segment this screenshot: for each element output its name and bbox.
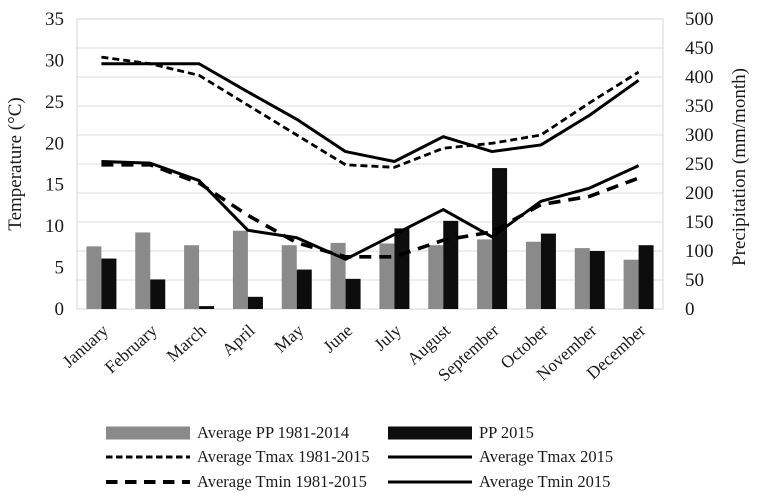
bar: [589, 251, 605, 309]
left-tick-label: 15: [45, 175, 64, 196]
category-label: February: [101, 320, 162, 377]
right-tick-label: 250: [685, 154, 714, 175]
right-tick-label: 300: [685, 125, 714, 146]
right-tick-label: 450: [685, 38, 714, 59]
line-average-tmin-2015: [101, 160, 640, 261]
right-tick-label: 400: [685, 67, 714, 88]
bar: [540, 233, 556, 309]
bar: [623, 259, 639, 309]
left-tick-label: 10: [45, 216, 64, 237]
left-tick-label: 25: [45, 92, 64, 113]
bar: [184, 245, 200, 309]
bar: [247, 296, 263, 309]
bar: [443, 220, 459, 309]
right-tick-label: 500: [685, 9, 714, 30]
bar: [492, 168, 508, 309]
bar: [150, 279, 166, 309]
category-label: March: [162, 320, 210, 366]
plot-frame: [76, 18, 664, 310]
bar: [379, 243, 395, 309]
bar: [638, 245, 654, 309]
bar: [199, 306, 215, 309]
bar: [135, 232, 151, 309]
category-label: April: [218, 320, 259, 360]
line-average-tmax-2015: [101, 62, 640, 164]
right-tick-label: 350: [685, 96, 714, 117]
bar: [296, 269, 312, 309]
left-tick-label: 0: [55, 299, 65, 320]
right-tick-label: 150: [685, 212, 714, 233]
bars-pp-2015: [101, 168, 654, 309]
bar: [330, 242, 346, 309]
category-label: May: [270, 320, 307, 356]
right-tick-label: 50: [685, 270, 704, 291]
left-tick-label: 20: [45, 133, 64, 154]
line-average-tmax-1981-2015: [101, 55, 640, 169]
bar: [574, 248, 590, 309]
bar: [86, 246, 102, 309]
bar: [281, 245, 297, 309]
bars-average-pp-1981-2014: [86, 230, 639, 309]
category-label: July: [370, 320, 405, 355]
bar: [394, 228, 410, 309]
right-tick-label: 100: [685, 241, 714, 262]
left-tick-label: 30: [45, 50, 64, 71]
right-tick-label: 200: [685, 183, 714, 204]
bar: [477, 239, 493, 309]
left-tick-label: 35: [45, 9, 64, 30]
bar: [525, 241, 541, 309]
bar: [428, 245, 444, 309]
right-tick-label: 0: [685, 299, 695, 320]
right-axis-title: Precipitation (mm/month): [729, 68, 750, 266]
bar: [101, 258, 117, 309]
bar: [232, 230, 248, 309]
bar: [345, 278, 361, 309]
left-tick-label: 5: [55, 258, 65, 279]
line-average-tmin-1981-2015: [101, 163, 640, 259]
category-label: June: [319, 320, 356, 356]
left-axis-title: Temperature (°C): [5, 97, 26, 230]
